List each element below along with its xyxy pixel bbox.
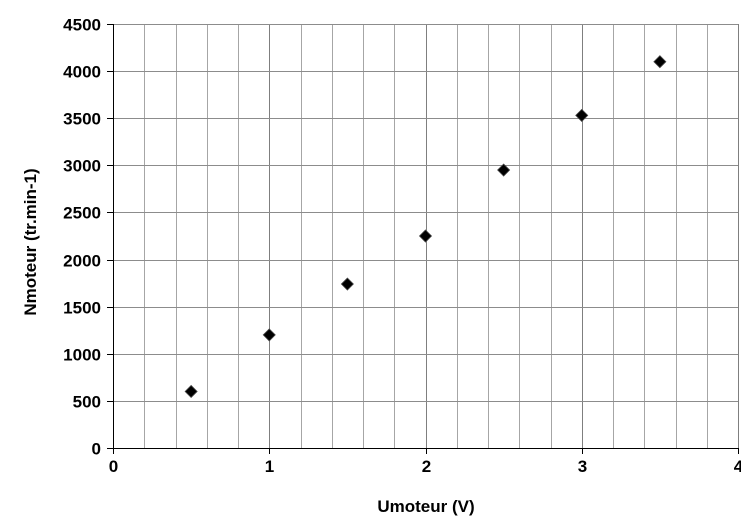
y-tick-label: 3500 — [63, 110, 101, 129]
grid-lines — [113, 24, 739, 448]
y-tick-label: 1000 — [63, 346, 101, 365]
data-point-marker — [418, 229, 433, 243]
x-tick-label: 0 — [109, 457, 118, 476]
y-tick-label: 2000 — [63, 252, 101, 271]
y-axis-title: Nmoteur (tr.min-1) — [21, 168, 40, 315]
data-point-marker — [340, 277, 354, 291]
data-point-marker — [497, 163, 511, 177]
y-tick-label: 2500 — [63, 204, 101, 223]
y-tick-label: 4500 — [63, 16, 101, 35]
data-point-marker — [653, 55, 667, 69]
data-point-marker — [262, 328, 276, 342]
data-point-marker — [184, 384, 198, 399]
y-tick-label: 500 — [73, 393, 101, 412]
x-tick-label: 2 — [422, 457, 431, 476]
x-axis-title: Umoteur (V) — [377, 497, 474, 516]
tick-labels: 0 500 1000 1500 2000 2500 3000 3500 4000 4500 0 1 2 3… — [63, 16, 741, 477]
y-tick-label: 3000 — [63, 157, 101, 176]
y-tick-label: 0 — [92, 440, 101, 459]
x-tick-label: 4 — [734, 457, 741, 476]
data-point-marker — [575, 108, 589, 122]
x-tick-label: 1 — [265, 457, 274, 476]
y-tick-label: 1500 — [63, 299, 101, 318]
y-tick-label: 4000 — [63, 63, 101, 82]
x-tick-label: 3 — [578, 457, 587, 476]
axes — [107, 24, 739, 454]
data-points — [184, 55, 667, 399]
